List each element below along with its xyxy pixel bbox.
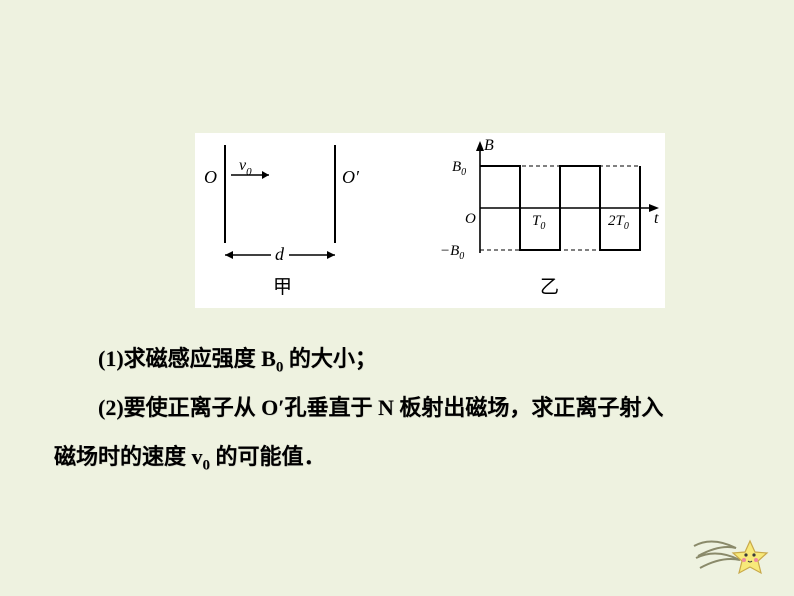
- label-O: O: [204, 167, 217, 187]
- x-tick-2T0: 2T0: [608, 213, 629, 232]
- q2-part-a: 磁场时的速度 v: [54, 444, 203, 469]
- y-axis-label: B: [484, 137, 494, 154]
- physics-diagrams-svg: O O′ v0 d 甲 B: [195, 133, 665, 308]
- left-diagram: O O′ v0 d 甲: [204, 145, 360, 298]
- x-axis-label: t: [654, 210, 659, 227]
- right-diagram: B t B0 −B0 O T0 2T0: [440, 137, 659, 298]
- right-caption: 乙: [540, 277, 559, 298]
- distance-label: d: [275, 244, 285, 264]
- figure-container: O O′ v0 d 甲 B: [195, 133, 665, 308]
- b0-neg-tick: −B0: [440, 243, 464, 262]
- q1-part-a: (1)求磁感应强度 B: [98, 346, 276, 371]
- q2-sub: 0: [203, 457, 211, 473]
- q2-line1-text: (2)要使正离子从 O′孔垂直于 N 板射出磁场，求正离子射入: [98, 395, 663, 420]
- problem-text: (1)求磁感应强度 B0 的大小； (2)要使正离子从 O′孔垂直于 N 板射出…: [54, 335, 744, 482]
- q2-part-b: 的可能值．: [210, 444, 326, 469]
- question-2-line2: 磁场时的速度 v0 的可能值．: [54, 433, 744, 482]
- origin-label: O: [465, 211, 476, 227]
- left-caption: 甲: [273, 277, 292, 298]
- b0-pos-tick: B0: [452, 159, 466, 178]
- label-O-prime: O′: [342, 167, 360, 187]
- star-decoration: [692, 526, 782, 586]
- star-icon: [692, 526, 782, 586]
- x-tick-T0: T0: [532, 213, 545, 232]
- q1-part-b: 的大小；: [283, 346, 377, 371]
- question-1: (1)求磁感应强度 B0 的大小；: [54, 335, 744, 384]
- question-2-line1: (2)要使正离子从 O′孔垂直于 N 板射出磁场，求正离子射入: [54, 384, 744, 432]
